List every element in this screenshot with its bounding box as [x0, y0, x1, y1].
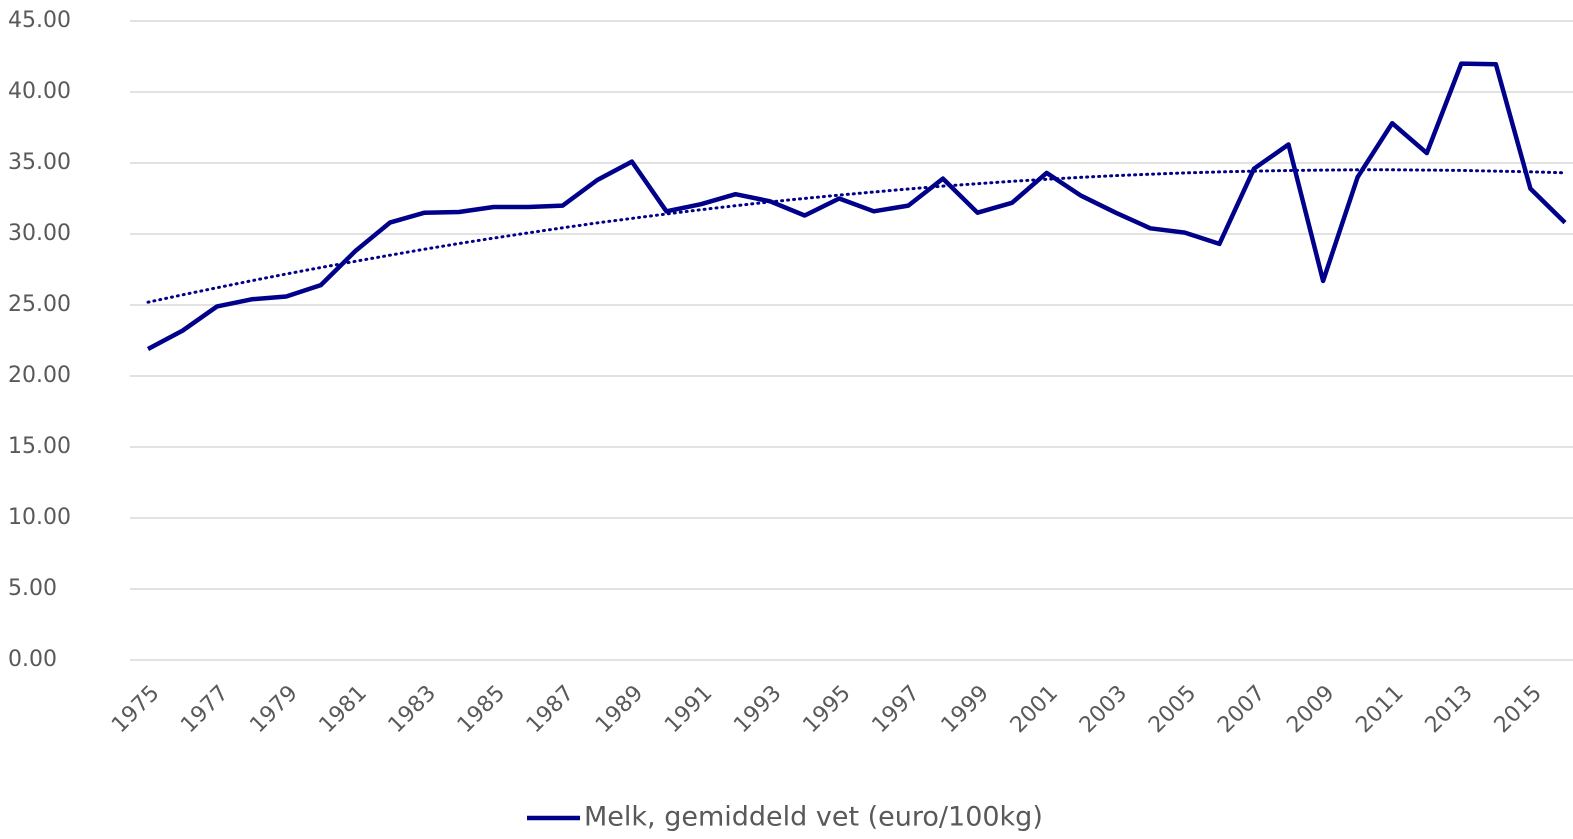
x-tick-label: 1981 [315, 681, 372, 738]
y-tick-label: 0.00 [8, 647, 57, 672]
x-tick-label: 1987 [522, 681, 579, 738]
x-tick-label: 1989 [591, 681, 648, 738]
x-tick-label: 2001 [1006, 681, 1063, 738]
y-tick-label: 40.00 [8, 79, 71, 104]
x-tick-label: 1991 [660, 681, 717, 738]
y-tick-label: 5.00 [8, 576, 57, 601]
y-tick-label: 10.00 [8, 505, 71, 530]
x-tick-label: 2013 [1421, 681, 1478, 738]
x-tick-label: 1993 [729, 681, 786, 738]
legend-label: Melk, gemiddeld vet (euro/100kg) [584, 802, 1043, 833]
trendline [146, 168, 1567, 304]
x-tick-label: 2007 [1213, 681, 1270, 738]
x-tick-label: 2015 [1490, 681, 1547, 738]
series-line [146, 61, 1567, 351]
y-tick-label: 45.00 [8, 8, 71, 33]
x-tick-label: 2003 [1075, 681, 1132, 738]
y-tick-label: 20.00 [8, 363, 71, 388]
x-tick-label: 1995 [798, 681, 855, 738]
x-tick-label: 1985 [453, 681, 510, 738]
y-tick-label: 25.00 [8, 292, 71, 317]
x-tick-label: 2009 [1282, 681, 1339, 738]
y-tick-label: 30.00 [8, 221, 71, 246]
x-tick-label: 2005 [1144, 681, 1201, 738]
x-tick-label: 1975 [107, 681, 164, 738]
y-tick-label: 35.00 [8, 150, 71, 175]
y-tick-label: 15.00 [8, 434, 71, 459]
x-tick-label: 2011 [1351, 681, 1408, 738]
x-tick-label: 1979 [245, 681, 302, 738]
x-tick-label: 1997 [868, 681, 925, 738]
x-tick-label: 1977 [176, 681, 233, 738]
x-tick-label: 1999 [937, 681, 994, 738]
x-tick-label: 1983 [384, 681, 441, 738]
